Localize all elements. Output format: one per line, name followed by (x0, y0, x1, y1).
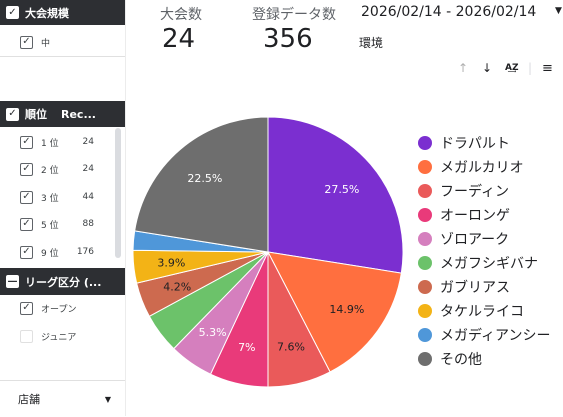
legend-item[interactable]: メガフシギバナ (418, 251, 550, 275)
check-icon[interactable]: ✓ (20, 217, 33, 231)
filter-size-item[interactable]: ✓ 中 (0, 31, 112, 53)
check-icon[interactable]: ✓ (20, 135, 33, 149)
check-icon[interactable]: ✓ (20, 301, 33, 315)
env-title: 環境 (359, 36, 384, 50)
divider (125, 0, 126, 416)
pie-label-6: 4.2% (163, 281, 191, 294)
pie-slice-0[interactable] (267, 116, 404, 274)
list-item[interactable]: ✓ 1 位 24 (0, 131, 112, 153)
store-dropdown[interactable]: 店舗 ▼ (0, 380, 125, 417)
legend-item[interactable]: メガディアンシー (418, 323, 550, 347)
legend-swatch-8 (418, 328, 432, 342)
legend-item[interactable]: その他 (418, 347, 550, 371)
legend-swatch-3 (418, 208, 432, 222)
scorecard-value: 24 (162, 24, 196, 54)
scorecard-label: 大会数 (160, 7, 202, 23)
pie-label-3: 7% (238, 341, 255, 354)
list-item[interactable]: ✓ 5 位 88 (0, 213, 112, 235)
legend-item[interactable]: タケルライコ (418, 299, 550, 323)
filter-rank-col2: Rec... (61, 107, 96, 121)
pie-slice-1[interactable] (267, 251, 402, 373)
pie-label-4: 5.3% (199, 326, 227, 339)
sort-descending-icon[interactable]: ↓ (482, 61, 493, 75)
legend-swatch-5 (418, 256, 432, 270)
checkbox-icon[interactable]: ✓ (20, 329, 33, 343)
legend-item[interactable]: オーロンゲ (418, 203, 550, 227)
legend-swatch-9 (418, 352, 432, 366)
pie-label-0: 27.5% (324, 183, 359, 196)
list-item[interactable]: ✓ 2 位 24 (0, 158, 112, 180)
legend-item[interactable]: ドラパルト (418, 131, 550, 155)
divider (0, 56, 125, 57)
filter-rank-title: 順位 (25, 108, 47, 121)
filter-panel: ✓ 大会規模 ✓ 中 ✓ 順位 Rec... ✓ 1 位 24 ✓ 2 位 24… (0, 0, 125, 416)
pie-label-7: 3.9% (157, 257, 185, 270)
scorecard-label: 登録データ数 (252, 7, 336, 23)
list-item[interactable]: ✓ 9 位 176 (0, 241, 112, 263)
filter-icon[interactable]: ≡ (542, 61, 553, 76)
legend-item[interactable]: メガルカリオ (418, 155, 550, 179)
filter-league-header[interactable]: — リーグ区分 (... (0, 268, 125, 295)
list-item[interactable]: ✓ オープン (0, 297, 112, 319)
chart-legend: ドラパルト メガルカリオ フーディン オーロンゲ ゾロアーク メガフシギバナ ガ… (418, 131, 550, 371)
minus-icon[interactable]: — (6, 275, 19, 288)
sort-ascending-icon[interactable]: ↑ (458, 61, 469, 75)
date-range-picker[interactable]: 2026/02/14 - 2026/02/14 (361, 4, 537, 20)
legend-swatch-1 (418, 160, 432, 174)
pie-label-1: 14.9% (329, 303, 364, 316)
check-icon[interactable]: ✓ (20, 245, 33, 259)
scorecard-value: 356 (263, 24, 313, 54)
check-icon[interactable]: ✓ (6, 6, 19, 19)
caret-down-icon: ▼ (104, 394, 111, 404)
check-icon[interactable]: ✓ (20, 35, 33, 49)
check-icon[interactable]: ✓ (20, 162, 33, 176)
pie-label-2: 7.6% (277, 340, 305, 353)
sort-az-icon[interactable]: A͢Z (505, 63, 519, 73)
pie-slice-9[interactable] (134, 116, 269, 253)
scrollbar[interactable] (115, 128, 121, 258)
caret-down-icon[interactable]: ▼ (555, 6, 562, 16)
filter-rank-header[interactable]: ✓ 順位 Rec... (0, 101, 125, 127)
legend-item[interactable]: フーディン (418, 179, 550, 203)
legend-swatch-0 (418, 136, 432, 150)
check-icon[interactable]: ✓ (20, 190, 33, 204)
legend-swatch-4 (418, 232, 432, 246)
filter-size-title: 大会規模 (25, 6, 69, 20)
filter-size-header[interactable]: ✓ 大会規模 (0, 0, 125, 25)
legend-swatch-6 (418, 280, 432, 294)
legend-item[interactable]: ゾロアーク (418, 227, 550, 251)
list-item[interactable]: ✓ 3 位 44 (0, 186, 112, 208)
list-item[interactable]: ✓ ジュニア (0, 325, 112, 347)
legend-swatch-2 (418, 184, 432, 198)
pie-label-9: 22.5% (187, 172, 222, 185)
check-icon[interactable]: ✓ (6, 107, 19, 121)
divider: | (528, 61, 533, 75)
legend-item[interactable]: ガブリアス (418, 275, 550, 299)
filter-league-title: リーグ区分 (... (25, 275, 102, 289)
legend-swatch-7 (418, 304, 432, 318)
